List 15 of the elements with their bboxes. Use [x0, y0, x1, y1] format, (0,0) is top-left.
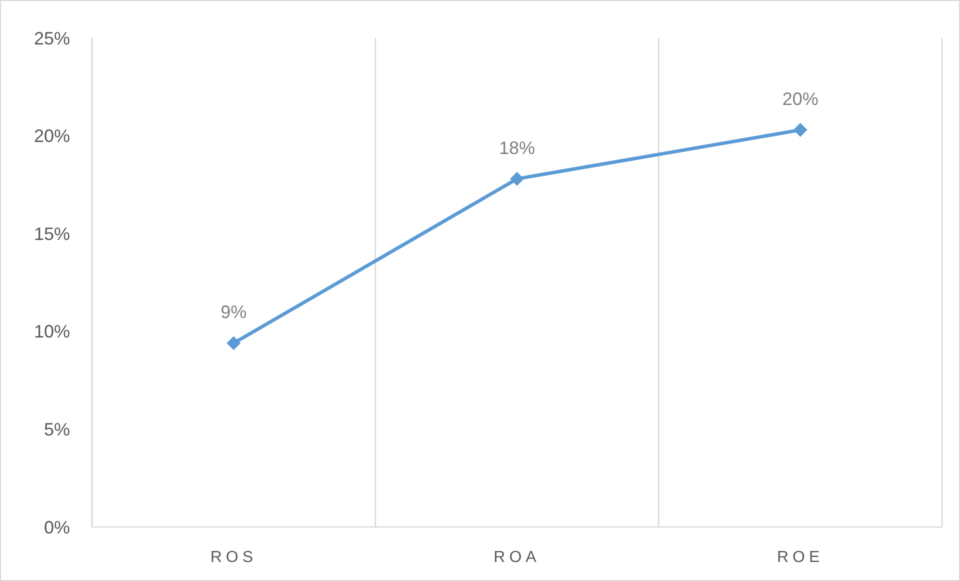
- y-tick-label: 0%: [44, 517, 70, 538]
- data-label: 18%: [498, 138, 536, 158]
- y-tick-label: 5%: [44, 420, 70, 440]
- point: [793, 122, 808, 137]
- data-label: 20%: [782, 88, 818, 109]
- data-label: 9%: [220, 302, 247, 322]
- point: [226, 336, 241, 350]
- point: [510, 172, 524, 186]
- x-tick-label: ROS: [210, 549, 258, 566]
- x-tick-label: ROA: [494, 549, 540, 566]
- y-tick-label: 20%: [34, 126, 70, 146]
- y-tick-label: 25%: [34, 28, 70, 48]
- x-tick-label: ROE: [776, 549, 824, 566]
- y-tick-label: 10%: [34, 322, 70, 342]
- y-tick-label: 15%: [34, 224, 70, 244]
